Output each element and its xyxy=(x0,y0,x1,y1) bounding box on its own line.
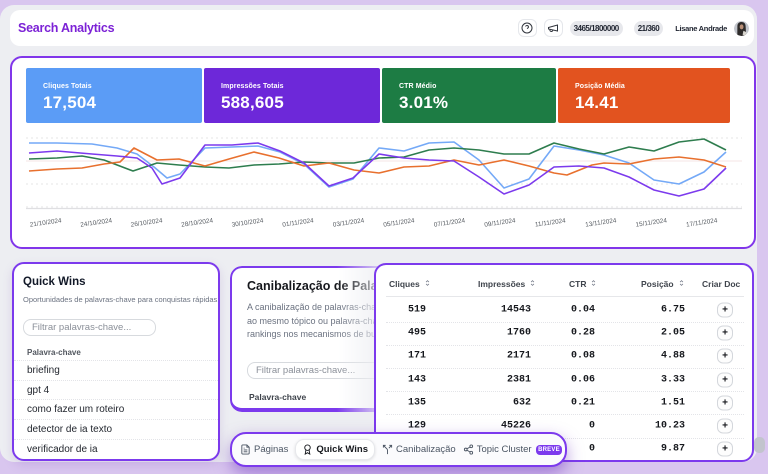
svg-text:11/11/2024: 11/11/2024 xyxy=(535,217,567,228)
svg-text:03/11/2024: 03/11/2024 xyxy=(332,217,365,228)
svg-text:15/11/2024: 15/11/2024 xyxy=(635,217,668,228)
svg-text:17/11/2024: 17/11/2024 xyxy=(686,217,719,228)
svg-text:13/11/2024: 13/11/2024 xyxy=(585,217,618,228)
svg-text:26/10/2024: 26/10/2024 xyxy=(130,217,163,228)
svg-text:24/10/2024: 24/10/2024 xyxy=(80,217,113,228)
svg-text:01/11/2024: 01/11/2024 xyxy=(282,217,315,228)
svg-text:30/10/2024: 30/10/2024 xyxy=(231,217,264,228)
svg-text:07/11/2024: 07/11/2024 xyxy=(433,217,466,228)
svg-text:09/11/2024: 09/11/2024 xyxy=(484,217,517,228)
svg-text:28/10/2024: 28/10/2024 xyxy=(181,217,214,228)
svg-text:21/10/2024: 21/10/2024 xyxy=(29,217,62,228)
svg-text:05/11/2024: 05/11/2024 xyxy=(383,217,416,228)
